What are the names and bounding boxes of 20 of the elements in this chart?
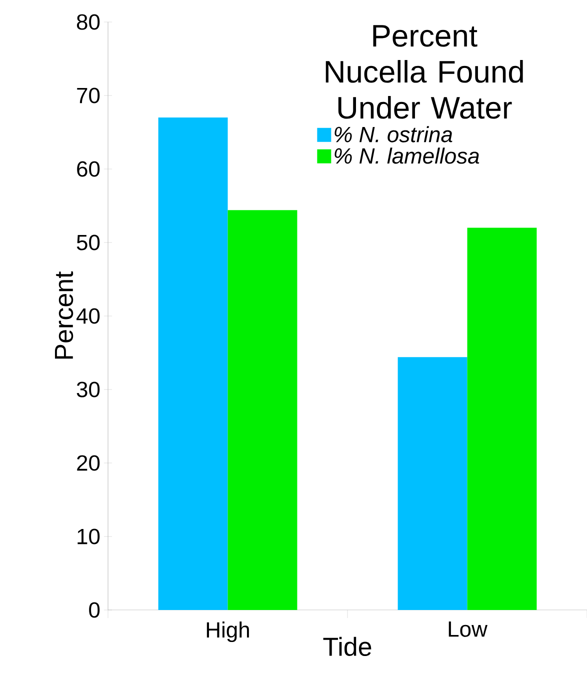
legend-label: % N. lamellosa	[334, 148, 480, 164]
y-tick-label: 10	[78, 528, 100, 544]
y-tick-label: 60	[77, 161, 100, 177]
x-tick-label: Low	[448, 622, 488, 637]
bar	[228, 210, 298, 610]
y-tick-label: 80	[76, 14, 100, 30]
bar	[467, 228, 537, 610]
bar	[398, 357, 468, 610]
x-axis-title: Tide	[323, 636, 372, 656]
y-tick-label: 70	[77, 88, 100, 104]
y-tick-label: 40	[76, 308, 100, 324]
y-tick-label: 30	[76, 382, 100, 398]
y-tick-label: 50	[76, 234, 100, 250]
x-tick-label: High	[206, 622, 249, 642]
y-axis-title: Percent	[54, 271, 74, 359]
y-tick-label: 20	[77, 455, 100, 471]
legend-label: % N. ostrina	[334, 126, 452, 142]
bar	[158, 118, 228, 610]
y-tick-label: 0	[89, 602, 100, 618]
text: Percent Nucella Found Under Water	[326, 25, 523, 119]
